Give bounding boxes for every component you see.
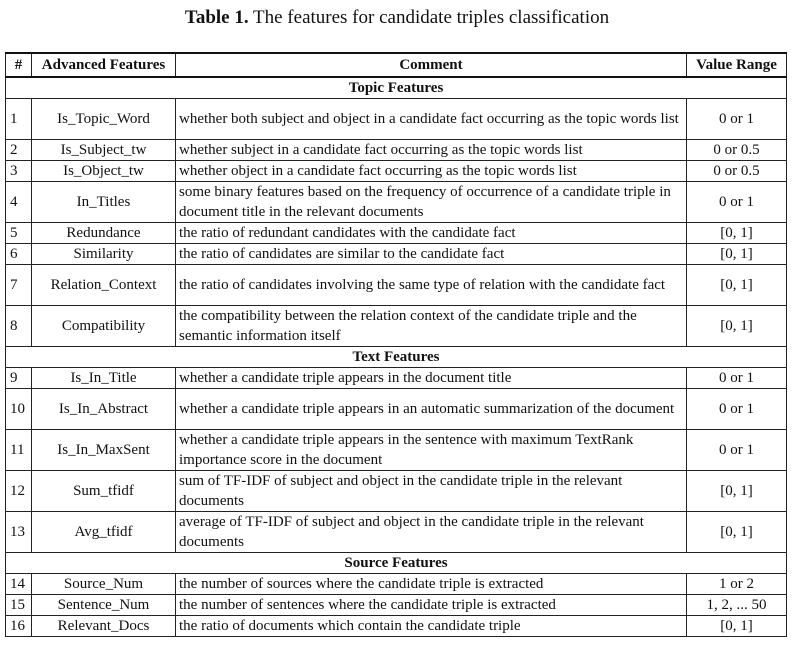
feature-comment: average of TF-IDF of subject and object …	[175, 511, 687, 553]
features-table: # Advanced Features Comment Value Range …	[5, 52, 787, 637]
value-range: [0, 1]	[686, 264, 787, 306]
value-range: [0, 1]	[686, 243, 787, 265]
feature-name: Sum_tfidf	[31, 470, 176, 512]
section-title: Topic Features	[5, 76, 787, 99]
value-range: [0, 1]	[686, 615, 787, 637]
value-range: 0 or 1	[686, 388, 787, 430]
table-row: 12 Sum_tfidf sum of TF-IDF of subject and …	[5, 470, 787, 512]
feature-name: Is_In_Title	[31, 367, 176, 389]
feature-comment: whether object in a candidate fact occur…	[175, 160, 687, 182]
feature-comment: the number of sources where the candidat…	[175, 573, 687, 595]
row-number: 8	[5, 305, 32, 347]
feature-comment: the ratio of candidates are similar to t…	[175, 243, 687, 265]
table-row: 13 Avg_tfidf average of TF-IDF of subject …	[5, 511, 787, 553]
row-number: 4	[5, 181, 32, 223]
row-number: 3	[5, 160, 32, 182]
table-row: 15 Sentence_Num the number of sentences wh…	[5, 594, 787, 616]
feature-comment: some binary features based on the freque…	[175, 181, 687, 223]
value-range: 0 or 1	[686, 98, 787, 140]
row-number: 16	[5, 615, 32, 637]
section-row: Text Features	[5, 346, 787, 368]
value-range: [0, 1]	[686, 305, 787, 347]
feature-comment: whether subject in a candidate fact occu…	[175, 139, 687, 161]
row-number: 5	[5, 222, 32, 244]
feature-comment: the ratio of candidates involving the sa…	[175, 264, 687, 306]
value-range: [0, 1]	[686, 511, 787, 553]
caption-label: Table 1.	[184, 7, 249, 28]
table-row: 3 Is_Object_tw whether object in a candida…	[5, 160, 787, 182]
row-number: 11	[5, 429, 32, 471]
section-title: Text Features	[5, 346, 787, 368]
header-num: #	[5, 52, 32, 78]
table-row: 6 Similarity the ratio of candidates are s…	[5, 243, 787, 265]
feature-name: Avg_tfidf	[31, 511, 176, 553]
header-range: Value Range	[686, 52, 787, 78]
value-range: [0, 1]	[686, 222, 787, 244]
row-number: 14	[5, 573, 32, 595]
feature-comment: whether a candidate triple appears in an…	[175, 388, 687, 430]
value-range: 0 or 1	[686, 429, 787, 471]
table-row: 1 Is_Topic_Word whether both subject and o…	[5, 98, 787, 140]
feature-comment: whether a candidate triple appears in th…	[175, 429, 687, 471]
value-range: 0 or 1	[686, 367, 787, 389]
value-range: 1 or 2	[686, 573, 787, 595]
row-number: 7	[5, 264, 32, 306]
row-number: 9	[5, 367, 32, 389]
feature-name: Is_Object_tw	[31, 160, 176, 182]
feature-name: In_Titles	[31, 181, 176, 223]
section-row: Source Features	[5, 552, 787, 574]
caption-text: The features for candidate triples class…	[248, 7, 610, 28]
table-row: 4 In_Titles some binary features based on …	[5, 181, 787, 223]
value-range: 0 or 0.5	[686, 139, 787, 161]
row-number: 1	[5, 98, 32, 140]
value-range: 1, 2, ... 50	[686, 594, 787, 616]
header-comment: Comment	[175, 52, 687, 78]
table-header-row: # Advanced Features Comment Value Range	[5, 52, 787, 78]
feature-name: Redundance	[31, 222, 176, 244]
value-range: 0 or 0.5	[686, 160, 787, 182]
value-range: 0 or 1	[686, 181, 787, 223]
feature-name: Compatibility	[31, 305, 176, 347]
row-number: 6	[5, 243, 32, 265]
table-row: 7 Relation_Context the ratio of candidates…	[5, 264, 787, 306]
table-row: 14 Source_Num the number of sources where …	[5, 573, 787, 595]
section-title: Source Features	[5, 552, 787, 574]
header-feature: Advanced Features	[31, 52, 176, 78]
feature-comment: the ratio of documents which contain the…	[175, 615, 687, 637]
feature-comment: whether a candidate triple appears in th…	[175, 367, 687, 389]
table-row: 9 Is_In_Title whether a candidate triple a…	[5, 367, 787, 389]
table-row: 11 Is_In_MaxSent whether a candidate tripl…	[5, 429, 787, 471]
feature-name: Relation_Context	[31, 264, 176, 306]
table-caption: Table 1. The features for candidate trip…	[0, 6, 794, 30]
row-number: 10	[5, 388, 32, 430]
section-row: Topic Features	[5, 76, 787, 99]
feature-comment: the compatibility between the relation c…	[175, 305, 687, 347]
feature-name: Is_Topic_Word	[31, 98, 176, 140]
feature-name: Is_Subject_tw	[31, 139, 176, 161]
feature-name: Similarity	[31, 243, 176, 265]
feature-comment: sum of TF-IDF of subject and object in t…	[175, 470, 687, 512]
row-number: 15	[5, 594, 32, 616]
feature-comment: whether both subject and object in a can…	[175, 98, 687, 140]
table-row: 10 Is_In_Abstract whether a candidate trip…	[5, 388, 787, 430]
table-row: 8 Compatibility the compatibility between …	[5, 305, 787, 347]
feature-name: Is_In_Abstract	[31, 388, 176, 430]
row-number: 13	[5, 511, 32, 553]
table-row: 16 Relevant_Docs the ratio of documents wh…	[5, 615, 787, 637]
row-number: 2	[5, 139, 32, 161]
table-row: 5 Redundance the ratio of redundant candid…	[5, 222, 787, 244]
feature-comment: the number of sentences where the candid…	[175, 594, 687, 616]
value-range: [0, 1]	[686, 470, 787, 512]
feature-name: Is_In_MaxSent	[31, 429, 176, 471]
feature-name: Source_Num	[31, 573, 176, 595]
feature-comment: the ratio of redundant candidates with t…	[175, 222, 687, 244]
feature-name: Relevant_Docs	[31, 615, 176, 637]
row-number: 12	[5, 470, 32, 512]
feature-name: Sentence_Num	[31, 594, 176, 616]
table-row: 2 Is_Subject_tw whether subject in a candi…	[5, 139, 787, 161]
table-body: Topic Features 1 Is_Topic_Word whether both…	[5, 76, 787, 637]
